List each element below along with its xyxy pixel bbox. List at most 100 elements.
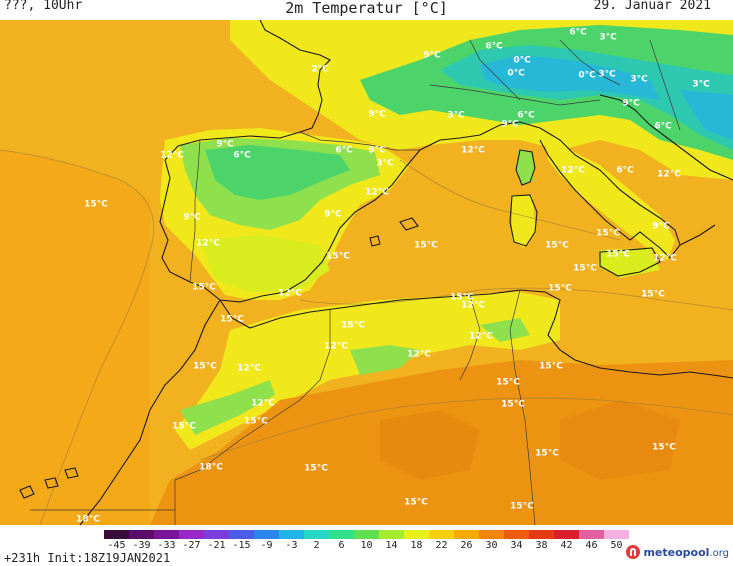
- temperature-label: 0°C: [578, 71, 596, 81]
- temperature-map: 6°C6°C 3°C9°C 0°C0°C 0°C 3°C 3°C 3°C9°C2°C9°C 3…: [0, 20, 733, 525]
- temperature-label: 3°C: [692, 80, 710, 90]
- colorbar-segment: [604, 530, 629, 539]
- temperature-label: 12°C: [278, 289, 302, 299]
- colorbar-tick-label: 2: [313, 540, 320, 551]
- colorbar-tick-label: -3: [285, 540, 298, 551]
- colorbar-segment: [154, 530, 179, 539]
- temperature-label: 12°C: [561, 166, 585, 176]
- sahara-hot-patch: [380, 410, 480, 480]
- temperature-label: 12°C: [251, 399, 275, 409]
- colorbar-segment: [454, 530, 479, 539]
- temperature-label: 15°C: [535, 449, 559, 459]
- logo-tld: .org: [709, 547, 729, 559]
- meteopool-logo-icon: [626, 545, 641, 559]
- colorbar-tick-label: -27: [182, 540, 201, 551]
- temperature-label: 9°C: [423, 51, 441, 61]
- iberia-south-yellow: [200, 235, 330, 292]
- temperature-label: 6°C: [233, 151, 251, 161]
- temperature-label: 15°C: [172, 422, 196, 432]
- temperature-label: 12°C: [196, 239, 220, 249]
- temperature-label: 12°C: [653, 254, 677, 264]
- temperature-label: 9°C: [501, 120, 519, 130]
- temperature-label: 15°C: [573, 264, 597, 274]
- sicily-yellow: [598, 248, 660, 278]
- colorbar-segment: [529, 530, 554, 539]
- temperature-label: 0°C: [507, 69, 525, 79]
- temperature-label: 15°C: [548, 284, 572, 294]
- temperature-label: 9°C: [368, 110, 386, 120]
- colorbar-segment: [554, 530, 579, 539]
- colorbar-segment: [229, 530, 254, 539]
- temperature-label: 6°C: [569, 28, 587, 38]
- colorbar-tick-label: 6: [338, 540, 345, 551]
- atlas-green-3: [480, 318, 530, 342]
- temperature-label: 15°C: [606, 250, 630, 260]
- model-init-label: +231h Init:18Z19JAN2021: [4, 551, 171, 565]
- temperature-label: 15°C: [404, 498, 428, 508]
- colorbar-tick-label: 14: [385, 540, 398, 551]
- forecast-time-label: ???, 10Uhr: [4, 0, 83, 13]
- temperature-label: 15°C: [192, 283, 216, 293]
- temperature-label: 2°C: [311, 65, 329, 75]
- temperature-label: 3°C: [376, 159, 394, 169]
- temperature-label: 6°C: [517, 111, 535, 121]
- temperature-label: 15°C: [244, 417, 268, 427]
- colorbar-tick-label: 34: [510, 540, 523, 551]
- colorbar-tick-label: 38: [535, 540, 548, 551]
- colorbar-segment: [279, 530, 304, 539]
- temperature-label: 0°C: [513, 56, 531, 66]
- temperature-label: 3°C: [598, 70, 616, 80]
- temperature-label: 18°C: [199, 463, 223, 473]
- meteopool-logo[interactable]: meteopool.org: [626, 545, 729, 559]
- colorbar-segment: [404, 530, 429, 539]
- colorbar-tick-label: 22: [435, 540, 448, 551]
- temperature-label: 12°C: [160, 151, 184, 161]
- map-title: 2m Temperatur [°C]: [285, 0, 448, 17]
- temperature-label: 15°C: [220, 315, 244, 325]
- temperature-label: 6°C: [335, 146, 353, 156]
- colorbar-segment: [579, 530, 604, 539]
- temperature-label: 12°C: [407, 350, 431, 360]
- colorbar-segment: [329, 530, 354, 539]
- temperature-label: 3°C: [447, 111, 465, 121]
- colorbar-segment: [204, 530, 229, 539]
- atlantic-warm-band: [0, 150, 150, 525]
- colorbar-segment: [179, 530, 204, 539]
- temperature-labels: 6°C6°C 3°C9°C 0°C0°C 0°C 3°C 3°C 3°C9°C2°C9°C 3…: [76, 28, 710, 525]
- sahara-hot-patch-2: [560, 400, 680, 480]
- temperature-label: 15°C: [84, 200, 108, 210]
- coastlines: [19, 20, 733, 525]
- colorbar-tick-label: 18: [410, 540, 423, 551]
- temperature-colorbar: [104, 530, 629, 539]
- temperature-label: 15°C: [510, 502, 534, 512]
- colorbar-segment: [379, 530, 404, 539]
- colorbar-segment: [429, 530, 454, 539]
- temperature-label: 15°C: [193, 362, 217, 372]
- colorbar-segment: [354, 530, 379, 539]
- temperature-label: 9°C: [183, 213, 201, 223]
- corsica-green: [516, 150, 534, 185]
- temperature-label: 15°C: [501, 400, 525, 410]
- colorbar-segment: [254, 530, 279, 539]
- alps-cold-core: [480, 55, 660, 100]
- colorbar-tick-label: -33: [157, 540, 176, 551]
- colorbar-segment: [129, 530, 154, 539]
- temperature-label: 15°C: [641, 290, 665, 300]
- temperature-label: 15°C: [539, 362, 563, 372]
- atlas-green-2: [180, 380, 275, 435]
- temperature-label: 9°C: [324, 210, 342, 220]
- colorbar-segment: [504, 530, 529, 539]
- temperature-label: 15°C: [450, 293, 474, 303]
- temperature-label: 3°C: [630, 75, 648, 85]
- italy-yellow: [545, 140, 675, 260]
- forecast-date: 29. Januar 2021: [593, 0, 711, 13]
- colorbar-tick-label: 42: [560, 540, 573, 551]
- balkan-blue: [680, 90, 733, 140]
- sardinia-yellow: [512, 195, 536, 248]
- temperature-label: 15°C: [326, 252, 350, 262]
- colorbar-segment: [104, 530, 129, 539]
- temperature-label: 15°C: [414, 241, 438, 251]
- colorbar-tick-labels: -45 -39 -33 -27 -21 -15 -9 -3 2 6 10 14 18 22 26 30 34 38…: [104, 540, 629, 552]
- temperature-label: 9°C: [622, 99, 640, 109]
- colorbar-segment: [304, 530, 329, 539]
